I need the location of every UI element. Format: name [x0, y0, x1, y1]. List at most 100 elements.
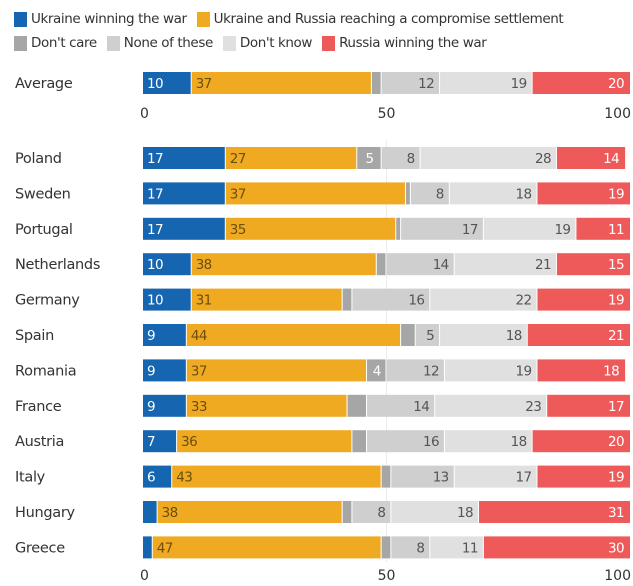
data-label-russia-winning-the-war: 14 — [603, 151, 619, 167]
row-label-poland: Poland — [15, 151, 62, 167]
data-label-none-of-these: 13 — [433, 470, 449, 486]
data-label-ukraine-and-russia-reaching-a-compromise-settlement: 37 — [191, 363, 207, 379]
legend-item-none-of-these: None of these — [106, 35, 213, 51]
bar-segment-don-t-know — [454, 465, 537, 488]
data-label-ukraine-and-russia-reaching-a-compromise-settlement: 37 — [230, 186, 246, 202]
data-label-ukraine-winning-the-war: 9 — [147, 328, 155, 344]
data-label-don-t-care: 5 — [365, 151, 373, 167]
bar-segment-none-of-these — [410, 182, 449, 205]
data-label-none-of-these: 17 — [462, 222, 478, 238]
data-label-russia-winning-the-war: 19 — [608, 470, 624, 486]
bar-segment-ukraine-and-russia-reaching-a-compromise-settlement — [186, 394, 347, 417]
data-label-ukraine-and-russia-reaching-a-compromise-settlement: 44 — [191, 328, 207, 344]
data-label-don-t-know: 17 — [515, 470, 531, 486]
bar-segment-don-t-care — [347, 394, 367, 417]
data-label-ukraine-winning-the-war: 10 — [147, 76, 163, 92]
bar-row-netherlands: Netherlands 10 38 14 21 15 — [15, 253, 630, 276]
bar-row-italy: Italy 6 43 13 17 19 — [15, 465, 630, 488]
data-label-don-t-know: 28 — [535, 151, 551, 167]
bar-segment-ukraine-winning-the-war — [143, 72, 191, 94]
data-label-ukraine-and-russia-reaching-a-compromise-settlement: 27 — [230, 151, 246, 167]
bar-row-hungary: Hungary 38 8 18 31 — [15, 501, 630, 523]
bar-segment-ukraine-and-russia-reaching-a-compromise-settlement — [177, 430, 352, 453]
data-label-ukraine-winning-the-war: 10 — [147, 293, 163, 309]
bar-row-greece: Greece 47 8 11 30 — [15, 536, 630, 559]
bar-segment-none-of-these — [386, 359, 444, 382]
bar-segment-don-t-know — [435, 394, 547, 417]
x-tick-label-top-50: 50 — [378, 106, 396, 122]
bar-segment-ukraine-winning-the-war — [143, 394, 186, 417]
bar-segment-none-of-these — [381, 72, 440, 94]
bar-segment-russia-winning-the-war — [483, 536, 630, 559]
data-label-none-of-these: 8 — [407, 151, 415, 167]
row-label-greece: Greece — [15, 540, 65, 556]
data-label-none-of-these: 8 — [436, 186, 444, 202]
bar-segment-don-t-care — [376, 253, 386, 276]
data-label-don-t-know: 19 — [515, 363, 531, 379]
row-label-sweden: Sweden — [15, 186, 71, 202]
bar-segment-ukraine-and-russia-reaching-a-compromise-settlement — [225, 182, 405, 205]
legend-item-dont-know: Don't know — [222, 35, 312, 51]
data-label-none-of-these: 16 — [408, 293, 424, 309]
bar-segment-don-t-care — [396, 217, 401, 240]
bar-segment-don-t-know — [391, 501, 479, 523]
bar-segment-don-t-care — [401, 324, 415, 346]
bar-segment-none-of-these — [415, 324, 440, 346]
data-label-ukraine-and-russia-reaching-a-compromise-settlement: 43 — [176, 470, 192, 486]
legend-swatch — [322, 35, 336, 51]
legend-item-compromise: Ukraine and Russia reaching a compromise… — [196, 11, 564, 27]
data-label-ukraine-and-russia-reaching-a-compromise-settlement: 33 — [191, 399, 207, 415]
legend-label: Ukraine and Russia reaching a compromise… — [213, 11, 564, 27]
legend-item-ukraine-winning: Ukraine winning the war — [14, 11, 187, 27]
data-label-ukraine-and-russia-reaching-a-compromise-settlement: 35 — [230, 222, 246, 238]
row-label-average: Average — [15, 76, 73, 92]
data-label-don-t-care: 4 — [373, 363, 381, 379]
data-label-russia-winning-the-war: 17 — [608, 399, 624, 415]
bar-row-average: Average 10 37 12 19 20 — [15, 72, 630, 94]
bar-segment-ukraine-and-russia-reaching-a-compromise-settlement — [225, 217, 396, 240]
bar-segment-don-t-know — [454, 253, 556, 276]
bar-segment-none-of-these — [367, 430, 444, 453]
row-label-hungary: Hungary — [15, 505, 76, 521]
data-label-russia-winning-the-war: 20 — [608, 76, 624, 92]
x-tick-label-bottom-50: 50 — [378, 568, 396, 584]
data-label-don-t-know: 22 — [515, 293, 531, 309]
bar-segment-don-t-care — [381, 536, 391, 559]
bar-segment-russia-winning-the-war — [556, 147, 626, 169]
data-label-ukraine-and-russia-reaching-a-compromise-settlement: 38 — [196, 257, 212, 273]
bar-segment-ukraine-winning-the-war — [143, 253, 191, 276]
bar-segment-ukraine-winning-the-war — [143, 430, 177, 453]
bar-segment-ukraine-and-russia-reaching-a-compromise-settlement — [186, 324, 401, 346]
bar-segment-russia-winning-the-war — [537, 359, 626, 382]
bar-row-romania: Romania 9 37 4 12 19 18 — [15, 359, 626, 382]
data-label-russia-winning-the-war: 20 — [608, 434, 624, 450]
data-label-none-of-these: 5 — [426, 328, 434, 344]
x-tick-label-top-100: 100 — [604, 106, 631, 122]
row-label-austria: Austria — [15, 434, 64, 450]
data-label-ukraine-and-russia-reaching-a-compromise-settlement: 36 — [181, 434, 197, 450]
legend-swatch — [222, 35, 236, 51]
row-label-italy: Italy — [15, 470, 46, 486]
data-label-don-t-know: 23 — [525, 399, 541, 415]
bar-segment-don-t-know — [449, 182, 537, 205]
bar-segment-ukraine-and-russia-reaching-a-compromise-settlement — [191, 72, 371, 94]
legend-swatch — [106, 35, 120, 51]
row-label-romania: Romania — [15, 363, 76, 379]
legend-row-1: Ukraine winning the war Ukraine and Russ… — [14, 7, 629, 31]
bar-segment-russia-winning-the-war — [537, 465, 630, 488]
data-label-ukraine-winning-the-war: 6 — [147, 470, 155, 486]
data-label-ukraine-winning-the-war: 9 — [147, 399, 155, 415]
bar-row-poland: Poland 17 27 5 8 28 14 — [15, 147, 626, 169]
bar-segment-ukraine-winning-the-war — [143, 465, 172, 488]
data-label-don-t-know: 18 — [457, 505, 473, 521]
bar-segment-don-t-care — [371, 72, 381, 94]
legend-label: Ukraine winning the war — [31, 11, 187, 27]
bar-row-austria: Austria 7 36 16 18 20 — [15, 430, 630, 453]
x-tick-label-bottom-100: 100 — [604, 568, 631, 584]
bar-segment-ukraine-and-russia-reaching-a-compromise-settlement — [157, 501, 342, 523]
legend-swatch — [14, 35, 27, 51]
bar-segment-russia-winning-the-war — [556, 253, 630, 276]
bar-segment-russia-winning-the-war — [479, 501, 630, 523]
bar-segment-none-of-these — [391, 536, 430, 559]
